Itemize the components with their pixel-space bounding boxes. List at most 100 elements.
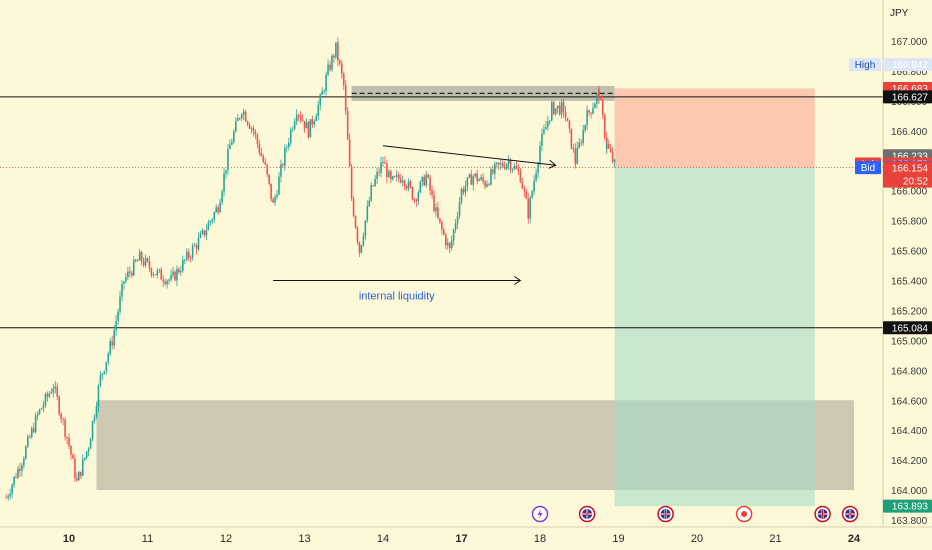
candle-body	[492, 169, 494, 174]
candle-body	[488, 183, 490, 185]
candle-body	[441, 222, 443, 230]
price-tick-label: 164.200	[891, 456, 928, 467]
candle-body	[358, 241, 361, 253]
candle-body	[590, 112, 592, 114]
candle-body	[603, 114, 606, 138]
candle-body	[44, 394, 47, 406]
candle-body	[229, 144, 231, 150]
candle-body	[445, 234, 447, 246]
candle-body	[235, 121, 237, 132]
candle-body	[378, 171, 380, 173]
candle-body	[156, 270, 159, 276]
candle-body	[335, 42, 337, 58]
uk-flag-icon[interactable]	[841, 505, 859, 523]
candle-body	[321, 91, 323, 95]
candle-body	[374, 178, 376, 186]
candle-body	[40, 408, 43, 410]
price-tag-value: 166.842	[892, 60, 929, 71]
candle-body	[60, 414, 62, 420]
price-tick-label: 165.600	[891, 247, 928, 258]
price-tag	[883, 161, 932, 188]
candle-body	[435, 207, 437, 212]
candle-body	[95, 406, 98, 417]
candle-body	[191, 246, 194, 258]
candle-body	[78, 471, 80, 481]
candle-body	[346, 110, 349, 140]
price-tag-name-box	[855, 161, 881, 175]
price-tick-label: 166.800	[891, 67, 928, 78]
candle-body	[533, 180, 535, 192]
candle-body	[7, 496, 9, 498]
candle-body	[333, 55, 335, 58]
date-tick-label: 20	[691, 533, 703, 545]
uk-flag-icon[interactable]	[578, 505, 596, 523]
candle-body	[85, 451, 88, 458]
candle-body	[315, 116, 318, 121]
candle-body	[195, 245, 198, 249]
candle-body	[570, 128, 573, 149]
candle-body	[158, 269, 161, 271]
date-tick-label: 10	[63, 533, 75, 545]
candle-body	[586, 122, 588, 126]
candle-body	[174, 271, 176, 281]
candle-body	[38, 409, 41, 414]
candle-body	[66, 436, 68, 439]
candle-body	[521, 182, 524, 189]
candle-body	[409, 181, 412, 188]
candle-body	[219, 202, 221, 213]
uk-flag-icon[interactable]	[814, 505, 831, 523]
candle-body	[507, 160, 510, 165]
candle-body	[180, 271, 182, 273]
candle-body	[254, 131, 257, 135]
uk-flag-icon[interactable]	[657, 505, 674, 523]
candle-body	[115, 320, 117, 331]
candle-body	[476, 173, 478, 182]
candle-body	[293, 121, 296, 129]
candle-body	[568, 121, 571, 129]
candle-body	[223, 173, 225, 192]
candle-body	[588, 110, 590, 113]
candle-body	[152, 274, 155, 276]
candle-body	[113, 330, 115, 346]
candle-body	[446, 242, 449, 246]
candle-body	[48, 393, 51, 397]
candle-body	[34, 415, 37, 433]
price-tick-label: 165.000	[891, 336, 928, 347]
candle-body	[337, 42, 339, 61]
candle-body	[503, 166, 506, 169]
candle-body	[264, 162, 267, 165]
candle-body	[160, 269, 163, 280]
currency-label: JPY	[890, 8, 909, 19]
candle-body	[213, 212, 216, 220]
price-tag-value: 166.154	[892, 164, 929, 175]
candle-body	[576, 147, 579, 164]
lightning-icon[interactable]	[531, 505, 549, 523]
time-axis[interactable]: 10 11 12 13 14 17 18 19 20 21 24	[63, 533, 861, 545]
candle-body	[613, 159, 616, 162]
candle-body	[182, 259, 184, 272]
candle-body	[252, 128, 255, 132]
candle-body	[166, 280, 168, 285]
candle-body	[319, 94, 321, 106]
candle-body	[578, 142, 581, 148]
candle-body	[240, 114, 243, 119]
candle-body	[342, 73, 345, 86]
candle-body	[464, 186, 467, 193]
price-tag-value: 166.683	[892, 84, 929, 95]
candle-body	[295, 115, 298, 122]
candle-body	[189, 257, 192, 259]
candle-body	[176, 269, 178, 281]
date-tick-label: 13	[298, 533, 310, 545]
candle-body	[584, 125, 586, 131]
candle-body	[136, 260, 139, 262]
date-tick-label: 18	[534, 533, 546, 545]
candle-body	[384, 162, 386, 164]
trend-arrow-line[interactable]	[382, 145, 556, 166]
candle-body	[478, 179, 480, 182]
candle-body	[105, 361, 108, 371]
candle-body	[482, 177, 484, 182]
candle-body	[397, 174, 400, 179]
candle-body	[366, 206, 369, 221]
record-icon[interactable]	[735, 505, 753, 523]
